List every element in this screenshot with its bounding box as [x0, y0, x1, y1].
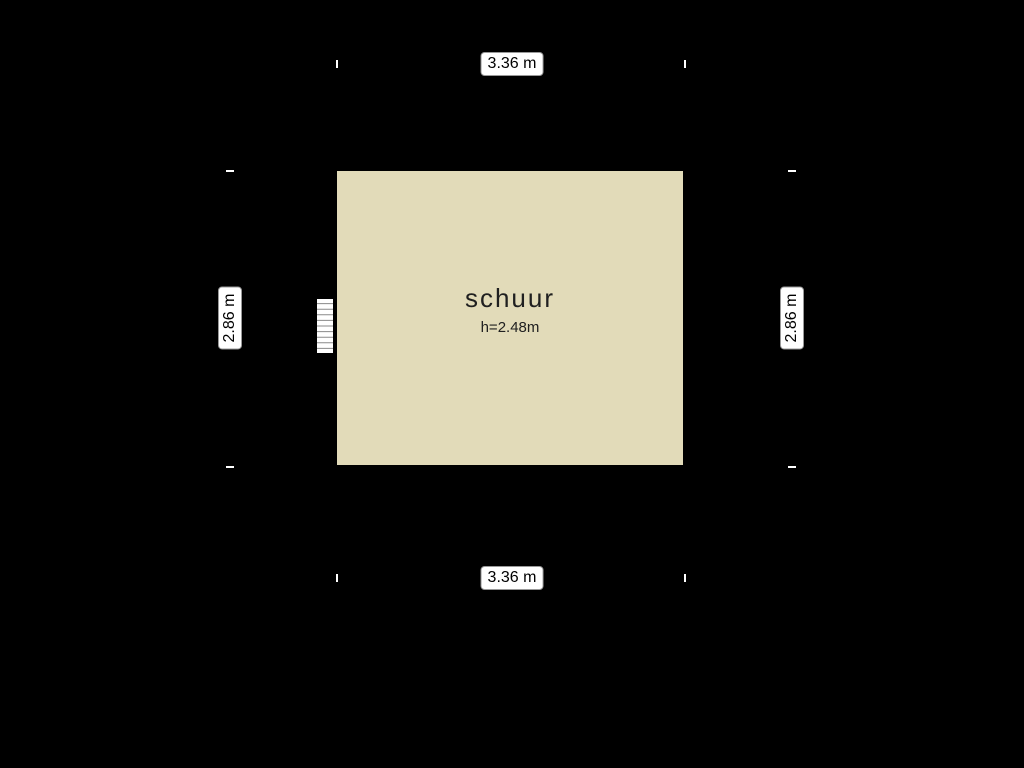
dimension-tick: [226, 466, 234, 468]
dimension-bottom: 3.36 m: [481, 566, 544, 590]
dimension-tick: [336, 60, 338, 68]
dimension-left: 2.86 m: [218, 287, 242, 350]
room-name-label: schuur: [410, 283, 610, 314]
floorplan-canvas: schuur h=2.48m 3.36 m 3.36 m 2.86 m 2.86…: [0, 0, 1024, 768]
dimension-tick: [788, 170, 796, 172]
dimension-tick: [684, 60, 686, 68]
dimension-tick: [226, 170, 234, 172]
window-feature: [316, 298, 334, 354]
dimension-tick: [788, 466, 796, 468]
dimension-right: 2.86 m: [780, 287, 804, 350]
room-height-label: h=2.48m: [410, 319, 610, 336]
dimension-tick: [336, 574, 338, 582]
window-icon: [316, 298, 334, 354]
dimension-tick: [684, 574, 686, 582]
dimension-top: 3.36 m: [481, 52, 544, 76]
